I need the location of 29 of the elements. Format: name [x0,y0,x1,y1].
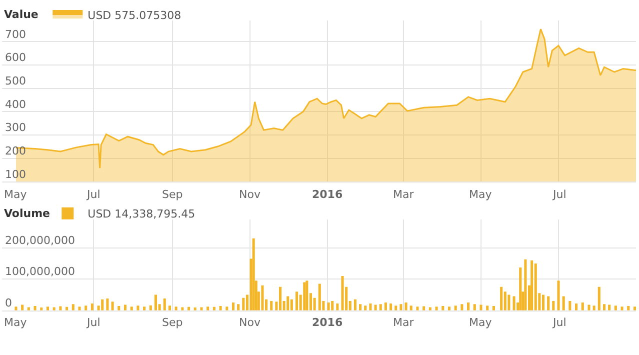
x-tick-label: May [4,316,28,329]
y-tick-label: 100 [5,168,26,181]
x-tick-label: Mar [393,188,414,201]
y-tick-label: 200,000,000 [5,234,75,247]
legend-label: USD 575.075308 [88,8,182,22]
x-tick-label: May [469,188,492,201]
y-tick-label: 600 [5,51,26,64]
y-tick-label: 500 [5,74,26,88]
x-tick-label: May [4,188,28,201]
x-tick-label: May [469,316,492,329]
x-tick-label: Jul [552,316,566,329]
x-tick-label: Sep [162,188,183,201]
x-tick-label: 2016 [312,188,343,201]
x-tick-label: 2016 [312,316,343,329]
x-tick-label: Jul [86,316,100,329]
y-tick-label: 400 [5,98,26,111]
x-tick-label: Jul [552,188,566,201]
x-tick-label: Nov [239,316,261,329]
x-tick-label: Nov [239,188,261,201]
x-tick-label: Jul [86,188,100,201]
y-tick-label: 100,000,000 [5,265,75,278]
x-tick-label: Mar [393,316,414,329]
y-tick-label: 700 [5,28,26,41]
x-tick-label: Sep [162,316,183,329]
chart-title: Value [4,8,38,21]
y-tick-label: 0 [5,296,12,310]
chart-title: Volume [4,207,50,220]
legend-label: USD 14,338,795.45 [88,208,196,221]
y-tick-label: 300 [5,121,26,134]
